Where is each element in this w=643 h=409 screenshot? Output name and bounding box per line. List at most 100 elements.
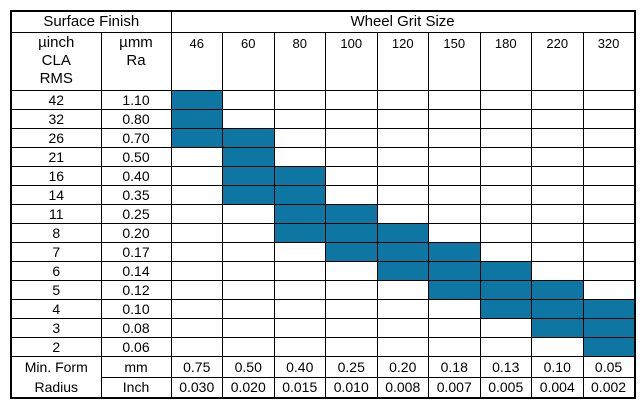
grit-range-cell-empty	[428, 222, 481, 243]
grit-range-cell-empty	[325, 317, 378, 338]
umm-value-cell: 0.25	[100, 203, 172, 224]
umm-value-cell: 0.08	[100, 317, 172, 338]
uinch-value-cell: 21	[10, 146, 102, 167]
grit-range-cell-empty	[428, 127, 481, 148]
grit-range-cell-filled	[376, 222, 429, 243]
uinch-label: µinch	[38, 33, 75, 51]
finish-data-row: 5 0.12	[10, 279, 636, 300]
grit-range-cell-empty	[531, 89, 584, 110]
min-form-radius-inch-row: Inch 0.030 0.020 0.015 0.010 0.008 0.007 0.005…	[11, 376, 636, 399]
min-radius-inch-value-cell: 0.007	[428, 376, 481, 399]
grit-range-cell-empty	[170, 260, 223, 281]
grit-range-cell-empty	[273, 127, 326, 148]
grit-range-cell-empty	[479, 127, 532, 148]
grit-range-cell-empty	[273, 241, 326, 262]
grit-range-cell-empty	[273, 298, 326, 319]
uinch-value-cell: 8	[10, 222, 102, 243]
min-radius-mm-value-cell: 0.05	[582, 355, 636, 378]
grit-range-cell-empty	[325, 108, 378, 129]
grit-range-cell-empty	[222, 317, 275, 338]
finish-data-row: 16 0.40	[10, 165, 636, 186]
grit-range-cell-empty	[222, 203, 275, 224]
umm-column-header: µmm Ra	[100, 31, 172, 91]
min-radius-mm-value-cell: 0.25	[325, 355, 378, 378]
grit-range-cell-empty	[222, 260, 275, 281]
grit-range-cell-empty	[531, 165, 584, 186]
grit-size-column-header: 150	[428, 31, 481, 91]
min-radius-mm-value-cell: 0.13	[479, 355, 532, 378]
grit-range-cell-filled	[531, 279, 584, 300]
uinch-value-cell: 32	[10, 108, 102, 129]
grit-range-cell-empty	[325, 184, 378, 205]
min-form-radius-mm-row: Min. Form Radius mm 0.75 0.50 0.40 0.25 0.20…	[10, 355, 636, 399]
grit-range-cell-empty	[170, 222, 223, 243]
mm-unit-label: mm	[100, 355, 172, 378]
uinch-value-cell: 5	[10, 279, 102, 300]
inch-unit-label: Inch	[100, 376, 172, 399]
grit-range-cell-empty	[376, 279, 429, 300]
uinch-value-cell: 16	[10, 165, 102, 186]
grit-range-cell-empty	[170, 317, 223, 338]
grit-range-cell-filled	[428, 260, 481, 281]
grit-range-cell-empty	[531, 127, 584, 148]
grit-range-cell-filled	[273, 184, 326, 205]
grit-range-cell-empty	[479, 146, 532, 167]
grit-size-column-header: 46	[170, 31, 223, 91]
grit-range-cell-empty	[376, 336, 429, 357]
min-radius-mm-value-cell: 0.10	[531, 355, 584, 378]
grit-range-cell-empty	[273, 146, 326, 167]
grit-range-cell-empty	[479, 165, 532, 186]
grit-range-cell-empty	[479, 108, 532, 129]
grit-size-column-header: 60	[222, 31, 275, 91]
grit-range-cell-empty	[376, 184, 429, 205]
umm-value-cell: 0.12	[100, 279, 172, 300]
finish-data-row: 11 0.25	[10, 203, 636, 224]
grit-range-cell-empty	[428, 203, 481, 224]
grit-range-cell-filled	[222, 127, 275, 148]
min-radius-mm-value-cell: 0.18	[428, 355, 481, 378]
min-radius-mm-value-cell: 0.50	[222, 355, 275, 378]
grit-range-cell-empty	[531, 241, 584, 262]
grit-range-cell-empty	[582, 203, 636, 224]
grit-range-cell-empty	[170, 279, 223, 300]
min-form-label-line: Min. Form	[24, 358, 88, 375]
grit-range-cell-empty	[170, 203, 223, 224]
grit-range-cell-empty	[376, 298, 429, 319]
finish-data-row: 7 0.17	[10, 241, 636, 262]
grit-range-cell-empty	[222, 222, 275, 243]
grit-range-cell-empty	[273, 89, 326, 110]
finish-data-row: 32 0.80	[10, 108, 636, 129]
grit-range-cell-empty	[531, 222, 584, 243]
grit-range-cell-filled	[273, 203, 326, 224]
grit-range-cell-empty	[325, 89, 378, 110]
grit-range-cell-empty	[273, 317, 326, 338]
uinch-value-cell: 3	[10, 317, 102, 338]
uinch-value-cell: 2	[10, 336, 102, 357]
grit-range-cell-empty	[222, 298, 275, 319]
grit-range-cell-filled	[170, 89, 223, 110]
grit-range-cell-empty	[428, 165, 481, 186]
finish-data-row: 3 0.08	[10, 317, 636, 338]
grit-range-cell-empty	[325, 146, 378, 167]
grit-range-cell-filled	[325, 222, 378, 243]
umm-value-cell: 1.10	[100, 89, 172, 110]
grit-range-cell-empty	[428, 108, 481, 129]
grit-range-cell-empty	[325, 127, 378, 148]
grit-range-cell-empty	[273, 279, 326, 300]
grit-range-cell-filled	[428, 241, 481, 262]
min-radius-inch-value-cell: 0.008	[376, 376, 429, 399]
grit-range-cell-empty	[428, 317, 481, 338]
grit-range-cell-filled	[170, 108, 223, 129]
grit-range-cell-empty	[325, 298, 378, 319]
grit-range-cell-empty	[325, 336, 378, 357]
grit-range-cell-empty	[222, 279, 275, 300]
grit-range-cell-empty	[531, 260, 584, 281]
grit-range-cell-filled	[582, 317, 636, 338]
grit-range-cell-empty	[376, 146, 429, 167]
umm-value-cell: 0.70	[100, 127, 172, 148]
grit-range-cell-filled	[273, 222, 326, 243]
grit-range-cell-empty	[582, 184, 636, 205]
grit-range-cell-empty	[479, 241, 532, 262]
finish-data-row: 26 0.70	[10, 127, 636, 148]
grit-range-cell-empty	[222, 89, 275, 110]
